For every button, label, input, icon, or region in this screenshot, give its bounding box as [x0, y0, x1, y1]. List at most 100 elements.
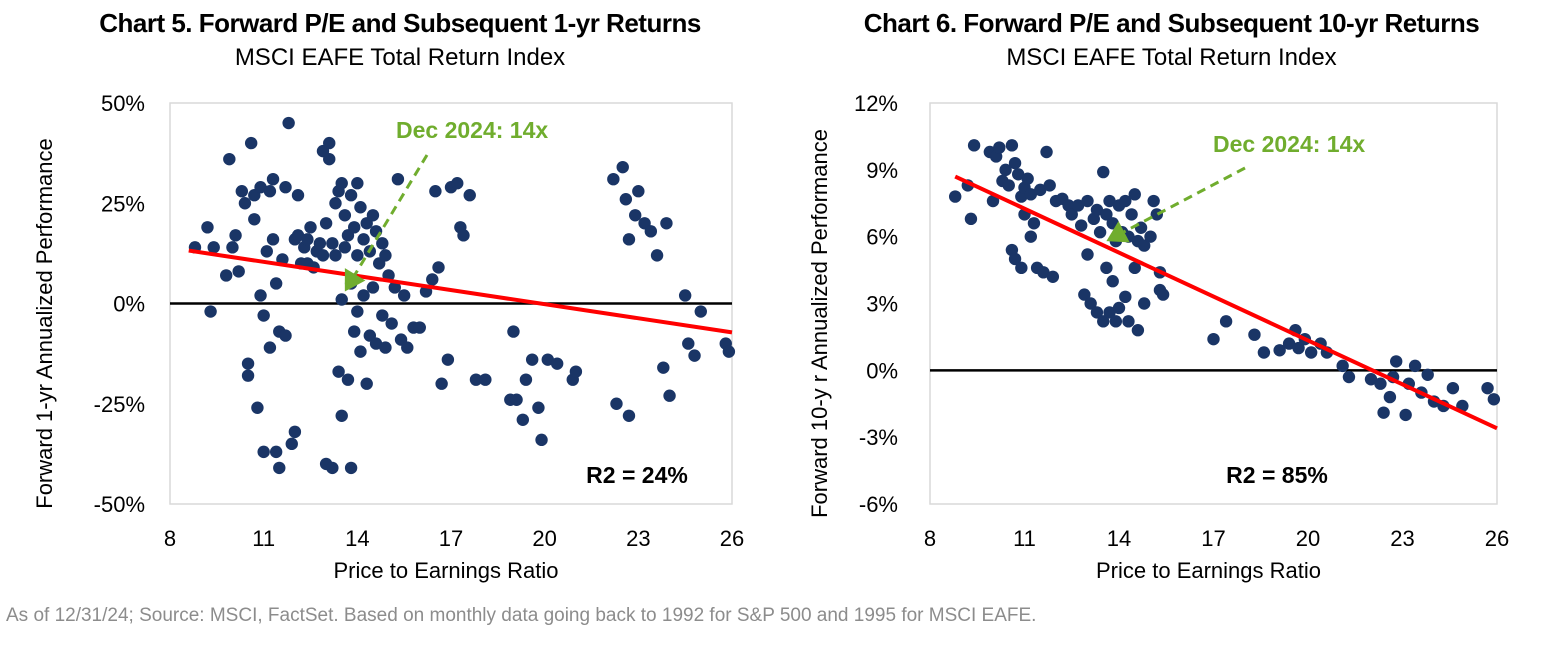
- r2-label-box: [1225, 438, 1355, 496]
- data-point: [285, 437, 298, 451]
- data-point: [1150, 208, 1163, 221]
- data-point: [1408, 359, 1422, 373]
- data-point: [282, 116, 295, 130]
- data-point: [344, 189, 358, 202]
- data-point: [329, 197, 342, 210]
- data-point: [323, 136, 336, 150]
- data-point: [622, 409, 636, 422]
- data-point: [432, 261, 445, 274]
- data-point: [1342, 370, 1356, 384]
- x-tick-label: 11: [1013, 526, 1036, 551]
- data-point: [338, 241, 352, 254]
- data-point: [451, 177, 464, 190]
- data-point: [1273, 344, 1286, 357]
- data-point: [1138, 239, 1151, 252]
- data-point: [1037, 266, 1050, 279]
- data-point: [1119, 194, 1132, 208]
- data-point: [397, 289, 411, 302]
- data-point: [366, 281, 380, 294]
- y-axis-label: Forward 1-yr Annualized Performance: [32, 138, 57, 509]
- x-tick-label: 17: [1201, 526, 1225, 551]
- r2-label: R2 = 24%: [586, 462, 688, 488]
- data-point: [204, 305, 217, 318]
- data-point: [1103, 194, 1116, 208]
- data-point: [1078, 288, 1091, 301]
- data-point: [366, 209, 380, 222]
- data-point: [1040, 145, 1053, 159]
- data-point: [607, 172, 620, 186]
- trend-line: [954, 174, 1498, 431]
- data-point: [351, 305, 364, 318]
- data-point: [360, 377, 373, 390]
- data-point: [291, 229, 305, 242]
- data-point: [1383, 390, 1397, 404]
- data-point: [1219, 315, 1233, 328]
- y-tick-label: -25%: [94, 392, 145, 417]
- data-point: [1084, 297, 1097, 310]
- data-point: [279, 181, 292, 194]
- data-point: [1421, 368, 1434, 381]
- data-point: [1046, 270, 1060, 283]
- data-point: [251, 401, 264, 414]
- data-point: [688, 349, 701, 362]
- annotation-label: Dec 2024: 14x: [396, 117, 548, 143]
- data-point: [610, 397, 623, 410]
- data-point: [1024, 230, 1037, 243]
- data-point: [463, 189, 476, 202]
- annotation-arrowhead: [1106, 221, 1130, 243]
- data-point: [1106, 275, 1119, 288]
- data-point: [622, 233, 636, 246]
- data-point: [1002, 179, 1015, 192]
- data-point: [1081, 194, 1094, 208]
- x-tick-label: 26: [720, 526, 744, 551]
- data-point: [469, 373, 483, 386]
- data-point: [616, 160, 629, 174]
- data-point: [1112, 301, 1126, 315]
- data-point: [323, 152, 336, 166]
- data-point: [376, 309, 389, 322]
- data-point: [1081, 248, 1094, 261]
- data-point: [288, 425, 302, 439]
- data-point: [263, 185, 277, 198]
- data-point: [535, 433, 548, 447]
- data-point: [226, 241, 239, 254]
- data-point: [269, 445, 283, 459]
- data-point: [682, 337, 695, 350]
- data-point: [967, 139, 981, 152]
- y-tick-label: 3%: [866, 292, 898, 317]
- data-point: [1446, 381, 1460, 395]
- data-point: [1377, 406, 1390, 419]
- y-tick-label: -3%: [859, 425, 898, 450]
- data-point: [357, 289, 370, 302]
- x-tick-label: 20: [1296, 526, 1320, 551]
- data-point: [1257, 346, 1271, 359]
- data-point: [644, 225, 658, 238]
- data-point: [1090, 306, 1104, 319]
- data-point: [1122, 315, 1135, 328]
- y-tick-label: 9%: [866, 158, 898, 183]
- data-point: [1390, 355, 1403, 368]
- annotation-arrowhead: [344, 268, 366, 292]
- chart-title: Chart 5. Forward P/E and Subsequent 1-yr…: [99, 8, 701, 38]
- data-point: [207, 241, 220, 254]
- data-point: [266, 233, 280, 246]
- data-point: [694, 305, 707, 318]
- data-point: [532, 401, 545, 414]
- data-point: [1027, 217, 1041, 230]
- data-point: [660, 217, 673, 230]
- data-point: [1374, 377, 1387, 390]
- data-point: [619, 193, 633, 206]
- y-tick-label: 50%: [101, 91, 145, 116]
- data-point: [479, 373, 492, 386]
- chart-subtitle: MSCI EAFE Total Return Index: [234, 44, 566, 71]
- r2-label: R2 = 85%: [1226, 462, 1328, 488]
- data-point: [351, 249, 364, 262]
- data-point: [1248, 328, 1261, 341]
- x-tick-label: 8: [924, 526, 936, 551]
- data-point: [401, 341, 414, 354]
- data-point: [1128, 188, 1141, 201]
- data-point: [379, 341, 392, 354]
- data-point: [388, 281, 401, 294]
- y-tick-label: 25%: [101, 191, 145, 216]
- data-point: [525, 353, 539, 366]
